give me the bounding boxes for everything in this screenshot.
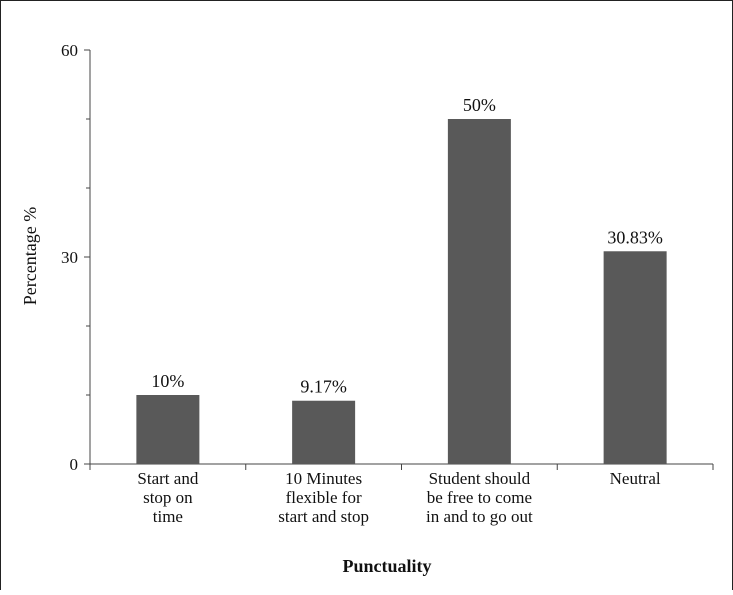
x-axis-label: Punctuality bbox=[342, 556, 431, 576]
x-tick-label: Neutral bbox=[610, 469, 661, 488]
data-labels: 10% 9.17% 50% 30.83% bbox=[151, 95, 663, 397]
data-label: 50% bbox=[463, 95, 496, 115]
x-tick-label: Start and stop on time bbox=[137, 469, 198, 526]
x-tick-label: Student should be free to come in and to g… bbox=[426, 469, 533, 526]
data-label: 9.17% bbox=[300, 377, 347, 397]
bar bbox=[447, 119, 511, 464]
y-tick-label: 0 bbox=[70, 455, 79, 474]
bar bbox=[292, 400, 356, 464]
y-axis: 0 30 60 bbox=[61, 41, 91, 474]
bar bbox=[136, 395, 200, 464]
y-tick-label: 60 bbox=[61, 41, 78, 60]
x-axis: Start and stop on time 10 Minutes flexible f… bbox=[89, 463, 714, 526]
x-tick-label: 10 Minutes flexible for start and stop bbox=[278, 469, 369, 526]
data-label: 30.83% bbox=[607, 227, 663, 247]
y-tick-label: 30 bbox=[61, 248, 78, 267]
data-label: 10% bbox=[151, 371, 184, 391]
y-axis-label: Percentage % bbox=[20, 207, 40, 305]
bars bbox=[136, 119, 667, 464]
bar bbox=[603, 251, 667, 464]
